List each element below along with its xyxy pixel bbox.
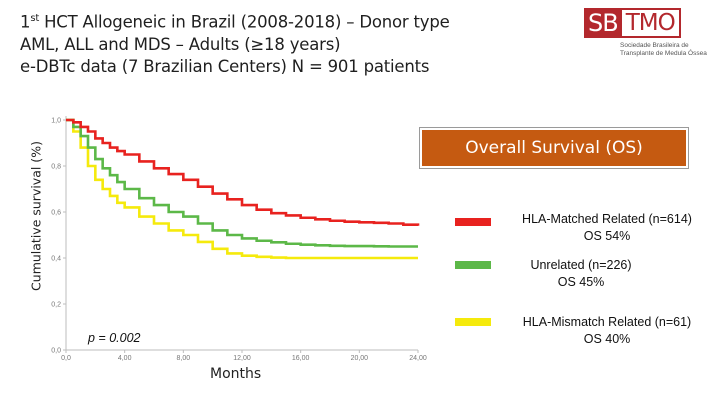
x-tick-label: 0,0 (61, 355, 71, 362)
title-line-1: 1st HCT Allogeneic in Brazil (2008-2018)… (20, 12, 450, 32)
survival-curve-mismatch-related (66, 118, 418, 260)
survival-curve-unrelated (66, 118, 418, 248)
x-tick-label: 24,00 (409, 355, 427, 362)
title-line-3: e-DBTc data (7 Brazilian Centers) N = 90… (20, 56, 430, 76)
legend-item-mismatch-related: HLA-Mismatch Related (n=61) OS 40% (455, 314, 715, 354)
logo-sb: SB (584, 8, 620, 38)
x-tick-label: 16,00 (292, 355, 310, 362)
legend-os-value: OS 54% (583, 229, 631, 243)
y-axis-label: Cumulative survival (%) (28, 141, 44, 291)
x-tick-label: 4,00 (118, 355, 132, 362)
legend-label: HLA-Matched Related (n=614) (522, 212, 692, 226)
x-tick-label: 8,00 (177, 355, 191, 362)
title-line-2: AML, ALL and MDS – Adults (≥18 years) (20, 34, 341, 54)
y-tick-label: 0,6 (51, 210, 61, 217)
y-tick-label: 0,8 (51, 164, 61, 171)
legend-os-value: OS 40% (583, 332, 631, 346)
logo-subtitle: Sociedade Brasileira de Transplante de M… (620, 42, 707, 57)
legend-label: Unrelated (n=226) (530, 258, 632, 272)
logo-tmo: TMO (619, 8, 681, 38)
legend-item-matched-related: HLA-Matched Related (n=614) OS 54% (455, 211, 715, 251)
legend-swatch-green (455, 261, 491, 269)
x-tick-label: 20,00 (351, 355, 369, 362)
x-axis-label: Months (210, 366, 262, 382)
survival-curve-matched-related (66, 118, 420, 226)
overall-survival-badge: Overall Survival (OS) (419, 127, 689, 169)
slide-title: 1st HCT Allogeneic in Brazil (2008-2018)… (20, 8, 540, 78)
x-tick-label: 12,00 (233, 355, 251, 362)
y-tick-label: 1,0 (51, 118, 61, 125)
y-tick-label: 0,0 (51, 348, 61, 355)
y-tick-label: 0,2 (51, 302, 61, 309)
legend-os-value: OS 45% (557, 275, 605, 289)
legend-swatch-yellow (455, 318, 491, 326)
p-value-annotation: p = 0.002 (88, 331, 141, 345)
sbtmo-logo: SB TMO Sociedade Brasileira de Transplan… (576, 4, 716, 68)
legend-label: HLA-Mismatch Related (n=61) (522, 315, 692, 329)
y-tick-label: 0,4 (51, 256, 61, 263)
legend-item-unrelated: Unrelated (n=226) OS 45% (455, 257, 715, 297)
legend-swatch-red (455, 218, 491, 226)
